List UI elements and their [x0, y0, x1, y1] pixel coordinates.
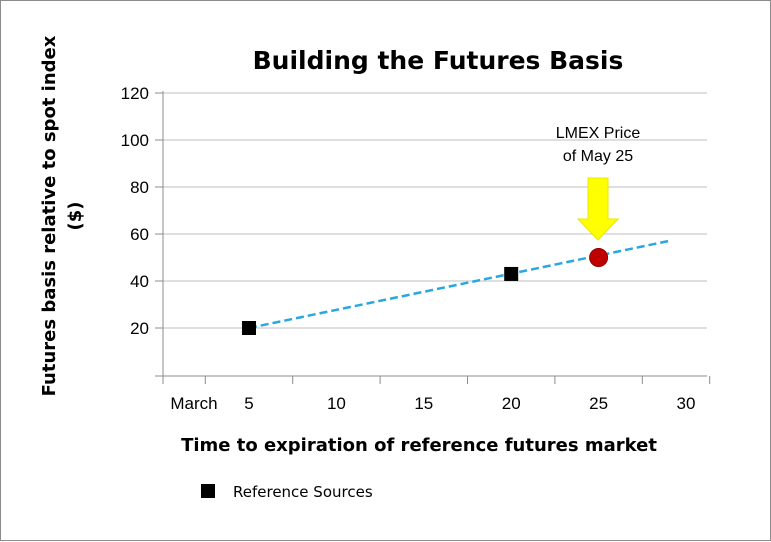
annotation: LMEX Price of May 25	[556, 125, 641, 241]
legend-marker-square	[201, 484, 215, 498]
annotation-arrow-icon	[576, 177, 620, 241]
x-tick-label-15: 15	[414, 394, 433, 413]
x-tick-label-5: 5	[244, 394, 253, 413]
y-tick-label-120: 120	[121, 84, 149, 103]
x-tick-labels: 5 10 15 20 25 30	[244, 394, 695, 413]
gridlines	[163, 92, 707, 329]
x-tick-label-30: 30	[677, 394, 696, 413]
x-axis-label: Time to expiration of reference futures …	[181, 435, 657, 456]
x-tick-label-10: 10	[327, 394, 346, 413]
y-tick-label-20: 20	[130, 319, 149, 338]
annotation-line-1: LMEX Price	[556, 125, 641, 142]
y-tick-label-60: 60	[130, 225, 149, 244]
highlight-point	[589, 248, 609, 267]
data-point-1	[242, 321, 256, 335]
x-tick-label-25: 25	[589, 394, 608, 413]
data-point-2	[504, 266, 519, 281]
y-tick-labels: 20 40 60 80 100 120	[121, 84, 149, 338]
y-tick-label-40: 40	[130, 272, 149, 291]
y-axis-label-line-2: ($)	[65, 202, 86, 231]
chart-title: Building the Futures Basis	[253, 46, 624, 75]
legend: Reference Sources	[201, 483, 373, 501]
x-extra-label: March	[170, 394, 217, 413]
y-tick-label-80: 80	[130, 178, 149, 197]
axes	[155, 91, 711, 384]
x-tick-label-20: 20	[502, 394, 521, 413]
annotation-line-2: of May 25	[563, 148, 633, 165]
y-tick-label-100: 100	[121, 131, 149, 150]
data-marks	[242, 239, 669, 335]
legend-label: Reference Sources	[233, 483, 373, 501]
y-axis-label-line-1: Futures basis relative to spot index	[39, 35, 60, 396]
